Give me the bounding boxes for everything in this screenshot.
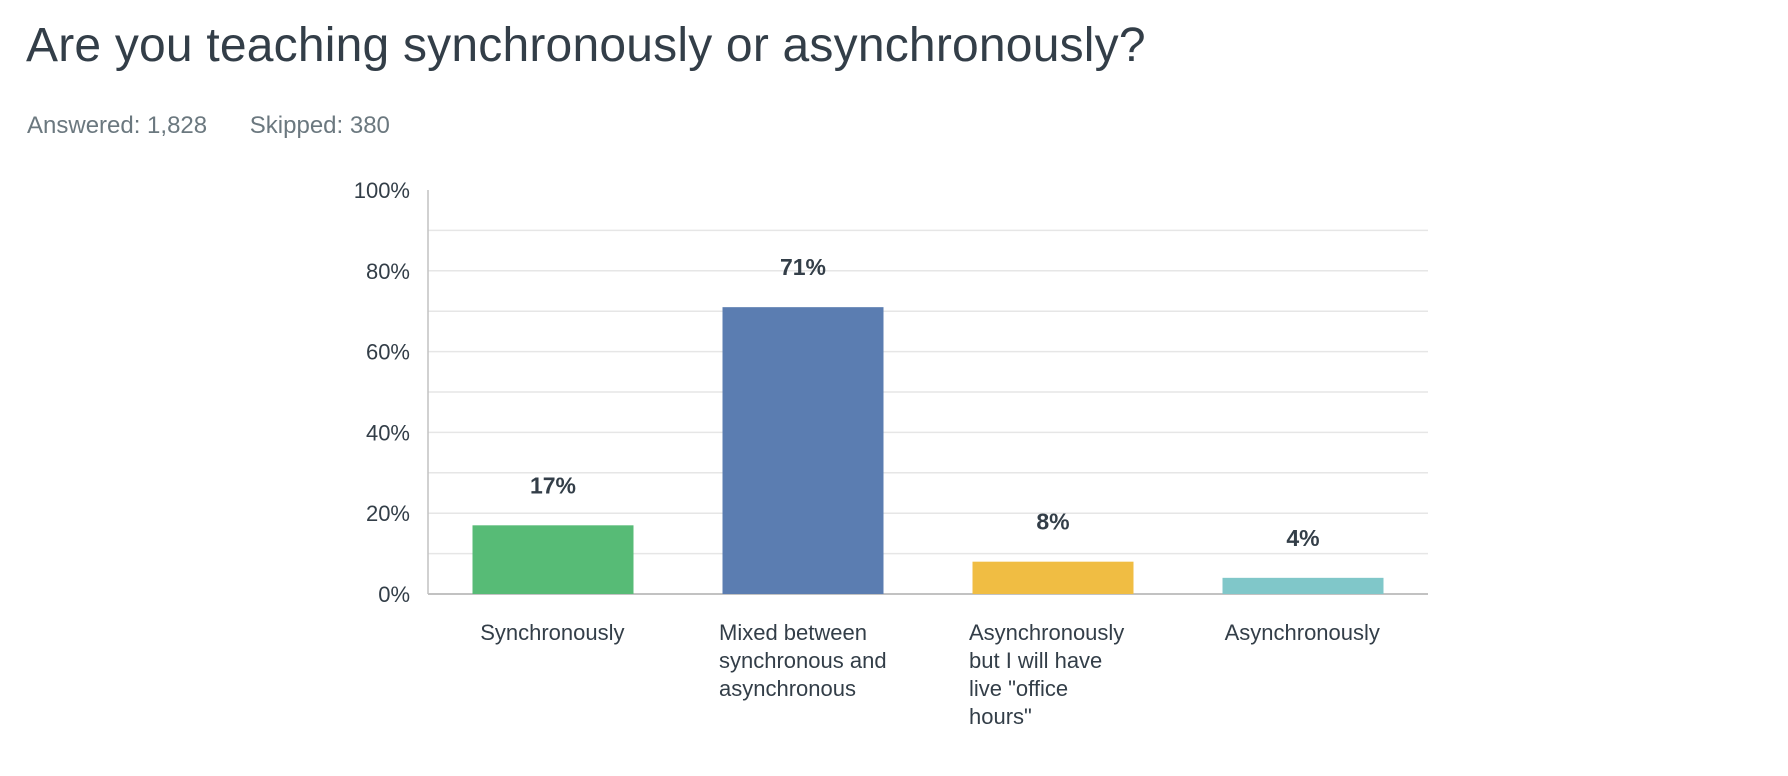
category-labels: Synchronously Mixed between synchronous an… — [480, 620, 1380, 729]
y-tick-label: 100% — [354, 178, 410, 203]
bar — [972, 561, 1134, 594]
data-label: 4% — [1286, 525, 1319, 551]
y-tick-label: 40% — [366, 420, 410, 445]
response-stats: Answered: 1,828 Skipped: 380 — [27, 112, 390, 140]
category-label: Mixed between synchronous and asynchronous — [719, 620, 887, 701]
bar — [722, 307, 884, 594]
y-tick-label: 60% — [366, 340, 410, 365]
bar — [1222, 577, 1384, 594]
bars — [472, 307, 1384, 594]
bar — [472, 525, 634, 594]
y-tick-label: 0% — [378, 582, 410, 607]
data-label: 17% — [530, 472, 576, 498]
skipped-count: Skipped: 380 — [249, 112, 390, 139]
category-label: Asynchronously but I will have live "offic… — [969, 620, 1124, 729]
data-labels: 17% 71% 8% 4% — [530, 254, 1320, 551]
category-label: Synchronously — [480, 620, 624, 645]
y-tick-label: 80% — [366, 259, 410, 284]
answered-count: Answered: 1,828 — [27, 112, 208, 139]
data-label: 71% — [780, 254, 826, 280]
category-label: Asynchronously — [1225, 620, 1380, 645]
question-title: Are you teaching synchronously or asynch… — [26, 19, 1146, 72]
gridlines — [428, 229, 1428, 555]
y-tick-labels: 0% 20% 40% 60% 80% 100% — [354, 178, 410, 607]
data-label: 8% — [1036, 509, 1069, 535]
y-tick-label: 20% — [366, 501, 410, 526]
